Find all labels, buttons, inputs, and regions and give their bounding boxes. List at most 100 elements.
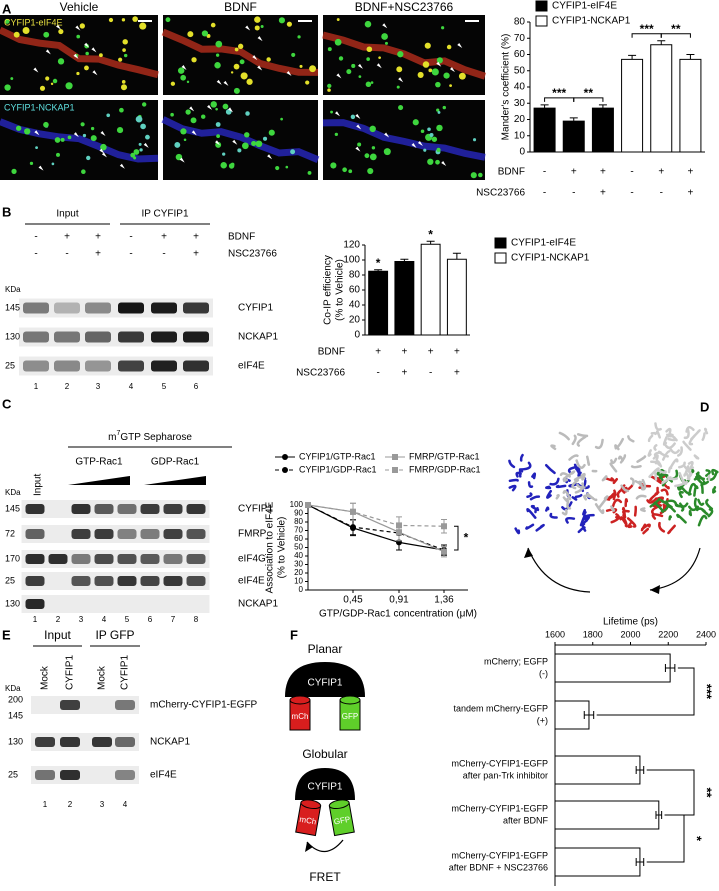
y-tick-label: 40 [294,551,303,560]
puncta [431,68,439,76]
puncta [327,88,331,92]
puncta [369,125,376,133]
helix [658,521,666,533]
helix [574,493,583,499]
protein-label: CYFIP1 [307,678,342,689]
kda-label: KDa [5,285,21,294]
arrowhead [524,548,533,558]
arrowhead [252,55,258,61]
helix [667,524,676,535]
arrowhead [99,148,105,154]
puncta [132,16,138,22]
helix [660,488,669,496]
helix [667,436,677,442]
condition-value: + [454,368,460,379]
condition-value: + [375,347,381,358]
legend-marker [282,467,288,473]
puncta [210,22,216,28]
puncta [233,63,240,70]
helix [626,517,637,528]
puncta [348,169,353,174]
puncta [35,146,38,150]
arrowhead [376,63,382,69]
legend-label: CYFIP1-eIF4E [511,238,576,249]
puncta [307,170,312,175]
helix [705,498,714,511]
puncta [79,23,85,29]
blot-band [71,576,91,586]
helix [649,497,661,508]
category-label: mCherry-CYFIP1-EGFP [451,758,548,768]
helix [704,480,710,485]
puncta [90,135,97,142]
y-tick-label: 40 [514,82,526,93]
condition-value: + [95,249,101,260]
helix [653,451,662,458]
dendrite [322,31,487,80]
puncta [346,69,352,75]
condition-value: + [95,232,101,243]
helix [693,497,698,509]
condition-value: - [376,368,379,379]
puncta [478,172,483,178]
condition-value: + [600,167,606,178]
fret-arrow [306,839,344,853]
puncta [60,137,65,142]
protein-label: eIF4E [238,361,265,372]
puncta [327,47,332,52]
puncta [120,84,127,91]
diagram-title: Globular [302,747,347,761]
puncta [424,42,431,49]
puncta [398,104,404,111]
puncta [121,80,126,84]
blot-strip [31,696,139,714]
dendrite [0,26,159,79]
helix [642,527,650,535]
puncta [123,53,128,58]
puncta [185,109,191,115]
helix [661,450,671,461]
x-tick-label: 2000 [620,629,640,639]
helix [682,440,692,451]
helix [629,477,635,486]
puncta [435,81,441,88]
kda-label: KDa [5,684,21,693]
protein-label: eIF4E [150,770,177,781]
blot-band [117,554,137,564]
helix [544,463,556,475]
puncta [334,132,339,137]
arrowhead [92,70,98,76]
legend-swatch [535,0,548,12]
helix [571,434,577,446]
y-tick-label: 20 [349,315,361,326]
helix [687,482,697,496]
blot-band [163,529,183,539]
puncta [230,71,234,74]
puncta [286,21,292,27]
y-tick-label: 60 [294,534,303,543]
helix [675,503,682,508]
cylinder-top [339,695,361,705]
helix [525,523,535,530]
channel-label: CYFIP1-NCKAP1 [4,102,75,112]
puncta [364,20,372,28]
helix [619,454,627,464]
condition-value: - [129,249,132,260]
puncta [436,147,441,152]
helix [711,468,719,476]
puncta [305,80,310,85]
significance-bracket [660,33,691,38]
puncta [215,107,218,111]
point [441,523,447,530]
header-part: 7 [116,430,120,437]
blot-strip [21,525,210,543]
puncta [397,51,404,58]
image-column-title: Vehicle [60,0,99,14]
blot-band [117,529,137,539]
helix [565,516,576,524]
puncta [106,113,111,118]
blot-group: IP CYFIP1 [141,209,188,220]
fret-label: FRET [309,870,341,884]
condition-value: + [161,232,167,243]
